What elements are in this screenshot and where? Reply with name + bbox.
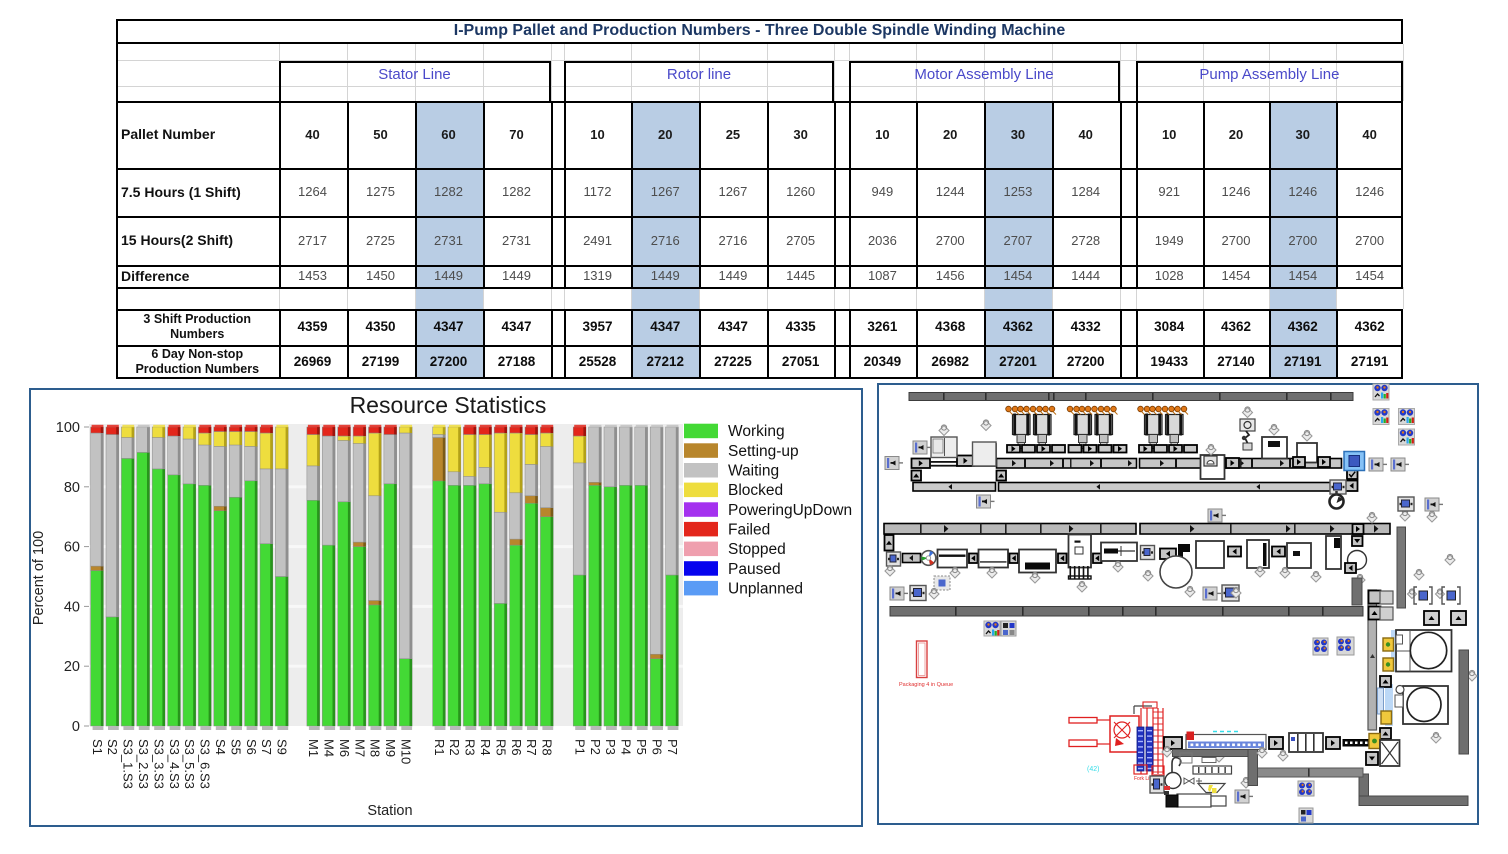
svg-text:S6: S6 xyxy=(244,739,259,755)
svg-text:Working: Working xyxy=(728,423,785,440)
svg-text:M9: M9 xyxy=(383,739,398,757)
svg-text:S3_1.S3: S3_1.S3 xyxy=(121,739,136,789)
svg-text:M8: M8 xyxy=(368,739,383,757)
svg-text:Waiting: Waiting xyxy=(728,463,779,480)
svg-text:S1: S1 xyxy=(90,739,105,755)
svg-text:S3_2.S3: S3_2.S3 xyxy=(136,739,151,789)
svg-text:Resource Statistics: Resource Statistics xyxy=(350,392,547,418)
svg-text:R4: R4 xyxy=(478,739,493,756)
svg-text:0: 0 xyxy=(72,719,80,735)
svg-text:P4: P4 xyxy=(619,739,634,755)
svg-text:100: 100 xyxy=(56,420,80,436)
svg-text:R8: R8 xyxy=(540,739,555,756)
svg-text:S3_5.S3: S3_5.S3 xyxy=(182,739,197,789)
svg-text:R6: R6 xyxy=(509,739,524,756)
svg-text:P2: P2 xyxy=(588,739,603,755)
svg-text:Paused: Paused xyxy=(728,561,781,578)
svg-text:S7: S7 xyxy=(259,739,274,755)
svg-text:P3: P3 xyxy=(603,739,618,755)
svg-text:Blocked: Blocked xyxy=(728,482,783,499)
svg-text:P6: P6 xyxy=(649,739,664,755)
svg-text:Percent of 100: Percent of 100 xyxy=(31,531,47,625)
svg-text:Failed: Failed xyxy=(728,521,770,538)
svg-text:S5: S5 xyxy=(228,739,243,755)
svg-text:Fork Lift: Fork Lift xyxy=(1134,776,1153,782)
svg-text:S4: S4 xyxy=(213,739,228,755)
svg-text:M6: M6 xyxy=(337,739,352,757)
svg-text:M1: M1 xyxy=(306,739,321,757)
svg-text:S3_4.S3: S3_4.S3 xyxy=(167,739,182,789)
svg-text:P5: P5 xyxy=(634,739,649,755)
svg-text:M10: M10 xyxy=(399,739,414,764)
svg-text:PoweringUpDown: PoweringUpDown xyxy=(728,502,852,519)
svg-text:Stopped: Stopped xyxy=(728,541,786,558)
svg-text:Packaging 4 in Queue: Packaging 4 in Queue xyxy=(899,682,953,688)
svg-text:S3_6.S3: S3_6.S3 xyxy=(198,739,213,789)
svg-text:R7: R7 xyxy=(524,739,539,756)
svg-text:R3: R3 xyxy=(463,739,478,756)
svg-text:(42): (42) xyxy=(1087,766,1099,773)
svg-text:S9: S9 xyxy=(275,739,290,755)
svg-text:S2: S2 xyxy=(105,739,120,755)
svg-text:40: 40 xyxy=(64,599,80,615)
svg-text:R2: R2 xyxy=(447,739,462,756)
svg-text:M7: M7 xyxy=(352,739,367,757)
svg-text:S3_3.S3: S3_3.S3 xyxy=(151,739,166,789)
svg-text:M4: M4 xyxy=(322,739,337,757)
svg-text:80: 80 xyxy=(64,480,80,496)
svg-text:R1: R1 xyxy=(432,739,447,756)
svg-text:R5: R5 xyxy=(493,739,508,756)
svg-text:Unplanned: Unplanned xyxy=(728,580,803,597)
svg-text:60: 60 xyxy=(64,540,80,556)
svg-text:P1: P1 xyxy=(572,739,587,755)
svg-text:P7: P7 xyxy=(665,739,680,755)
svg-text:Setting-up: Setting-up xyxy=(728,443,799,460)
svg-text:Station: Station xyxy=(367,803,412,819)
svg-text:20: 20 xyxy=(64,659,80,675)
